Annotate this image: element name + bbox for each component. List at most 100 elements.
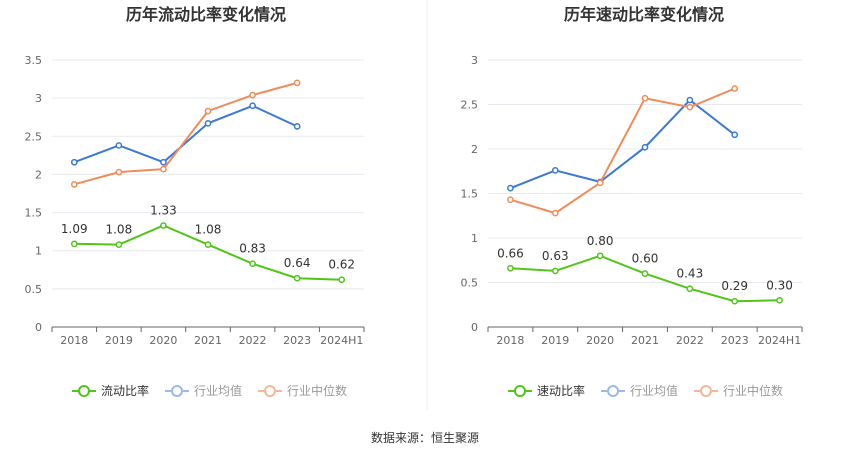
x-tick-label: 2024H1 xyxy=(320,334,363,347)
legend-item-median[interactable]: 行业中位数 xyxy=(694,383,783,398)
chart-title: 历年速动比率变化情况 xyxy=(564,5,724,24)
data-point-avg xyxy=(70,158,78,166)
y-tick-label: 0.5 xyxy=(25,283,43,296)
data-label: 0.60 xyxy=(632,252,659,266)
y-tick-label: 1 xyxy=(471,232,478,245)
data-point-avg xyxy=(204,119,212,127)
data-point-primary xyxy=(507,264,514,272)
data-point-avg xyxy=(507,184,514,192)
x-tick-label: 2019 xyxy=(105,334,133,347)
x-tick-label: 2021 xyxy=(631,334,659,347)
data-label: 0.63 xyxy=(542,249,569,263)
series-line-avg xyxy=(73,104,298,164)
data-point-primary xyxy=(70,240,78,248)
legend-marker xyxy=(264,385,276,397)
data-label: 1.09 xyxy=(61,222,88,236)
data-point-avg xyxy=(115,142,123,149)
data-point-median xyxy=(731,85,739,92)
data-label: 0.30 xyxy=(766,278,793,292)
data-point-primary xyxy=(641,270,649,277)
data-point-primary xyxy=(776,296,783,304)
data-label: 1.33 xyxy=(150,204,177,218)
legend-item-primary[interactable]: 速动比率 xyxy=(508,383,585,398)
current-ratio-chart: 历年流动比率变化情况 0 0.5 1 1.5 2 2.5 3 3.5 2018 2019 2020 20… xyxy=(25,5,365,398)
legend-marker xyxy=(514,385,526,397)
data-point-primary xyxy=(551,267,559,275)
y-tick-label: 1.5 xyxy=(25,207,43,220)
data-point-median xyxy=(293,79,301,87)
data-label: 0.83 xyxy=(239,242,266,256)
y-tick-label: 0 xyxy=(471,321,478,334)
y-tick-label: 3 xyxy=(35,92,42,105)
legend-label: 行业中位数 xyxy=(723,383,783,398)
data-point-avg xyxy=(160,158,167,166)
x-tick-label: 2023 xyxy=(283,334,311,347)
series-line-median xyxy=(74,81,298,186)
data-label: 1.08 xyxy=(195,223,222,237)
legend-item-primary[interactable]: 流动比率 xyxy=(72,383,149,398)
series-line-median xyxy=(510,87,736,215)
data-point-median xyxy=(204,107,212,115)
data-point-median xyxy=(115,168,123,176)
legend-label: 流动比率 xyxy=(101,383,149,398)
x-tick-label: 2020 xyxy=(149,334,177,347)
x-tick-label: 2022 xyxy=(676,334,704,347)
data-point-median xyxy=(70,180,78,188)
x-tick-label: 2018 xyxy=(60,334,88,347)
data-point-primary xyxy=(596,252,604,260)
data-point-median xyxy=(596,179,604,187)
data-point-median xyxy=(249,91,256,99)
data-point-median xyxy=(160,165,167,173)
data-point-median xyxy=(641,94,649,102)
y-tick-label: 1.5 xyxy=(461,188,479,201)
data-point-primary xyxy=(338,276,346,284)
legend-marker xyxy=(607,385,619,397)
y-tick-label: 0.5 xyxy=(461,277,479,290)
legend-label: 行业均值 xyxy=(194,383,242,398)
data-label: 0.29 xyxy=(721,279,748,293)
data-point-median xyxy=(507,196,514,204)
legend-marker xyxy=(78,385,90,397)
y-tick-label: 3 xyxy=(471,54,478,67)
data-point-avg xyxy=(686,96,694,104)
data-point-primary xyxy=(160,222,167,229)
legend-item-median[interactable]: 行业中位数 xyxy=(258,383,347,398)
y-tick-label: 2 xyxy=(471,143,478,156)
data-label: 0.62 xyxy=(328,258,355,272)
data-point-avg xyxy=(249,102,256,110)
x-tick-label: 2023 xyxy=(721,334,749,347)
data-point-primary xyxy=(249,260,256,268)
quick-ratio-chart: 历年速动比率变化情况 0 0.5 1 1.5 2 2.5 3 2018 2019 2020 2021 2… xyxy=(461,5,803,398)
data-label: 0.66 xyxy=(497,246,524,260)
legend-label: 速动比率 xyxy=(537,383,585,398)
x-tick-label: 2019 xyxy=(541,334,569,347)
legend-item-avg[interactable]: 行业均值 xyxy=(165,383,242,398)
legend-marker xyxy=(171,385,183,397)
series-line-avg xyxy=(510,98,736,190)
data-point-avg xyxy=(641,143,649,151)
legend-item-avg[interactable]: 行业均值 xyxy=(601,383,678,398)
data-point-avg xyxy=(551,167,559,174)
y-tick-label: 2 xyxy=(35,168,42,181)
data-label: 1.08 xyxy=(105,223,132,237)
data-point-primary xyxy=(686,285,694,293)
legend-label: 行业中位数 xyxy=(287,383,347,398)
data-point-primary xyxy=(731,297,739,305)
data-label: 0.64 xyxy=(284,256,311,270)
x-tick-label: 2024H1 xyxy=(758,334,801,347)
data-label: 0.80 xyxy=(587,234,614,248)
data-point-avg xyxy=(731,131,739,139)
x-tick-label: 2018 xyxy=(496,334,524,347)
x-tick-label: 2022 xyxy=(239,334,267,347)
x-tick-label: 2021 xyxy=(194,334,222,347)
data-point-avg xyxy=(293,123,301,130)
legend-marker xyxy=(700,385,712,397)
data-point-primary xyxy=(204,241,212,248)
y-tick-label: 3.5 xyxy=(25,54,43,67)
chart-title: 历年流动比率变化情况 xyxy=(126,5,286,24)
y-tick-label: 2.5 xyxy=(461,99,479,112)
data-point-primary xyxy=(115,241,123,248)
x-tick-label: 2020 xyxy=(586,334,614,347)
data-point-median xyxy=(686,103,694,111)
